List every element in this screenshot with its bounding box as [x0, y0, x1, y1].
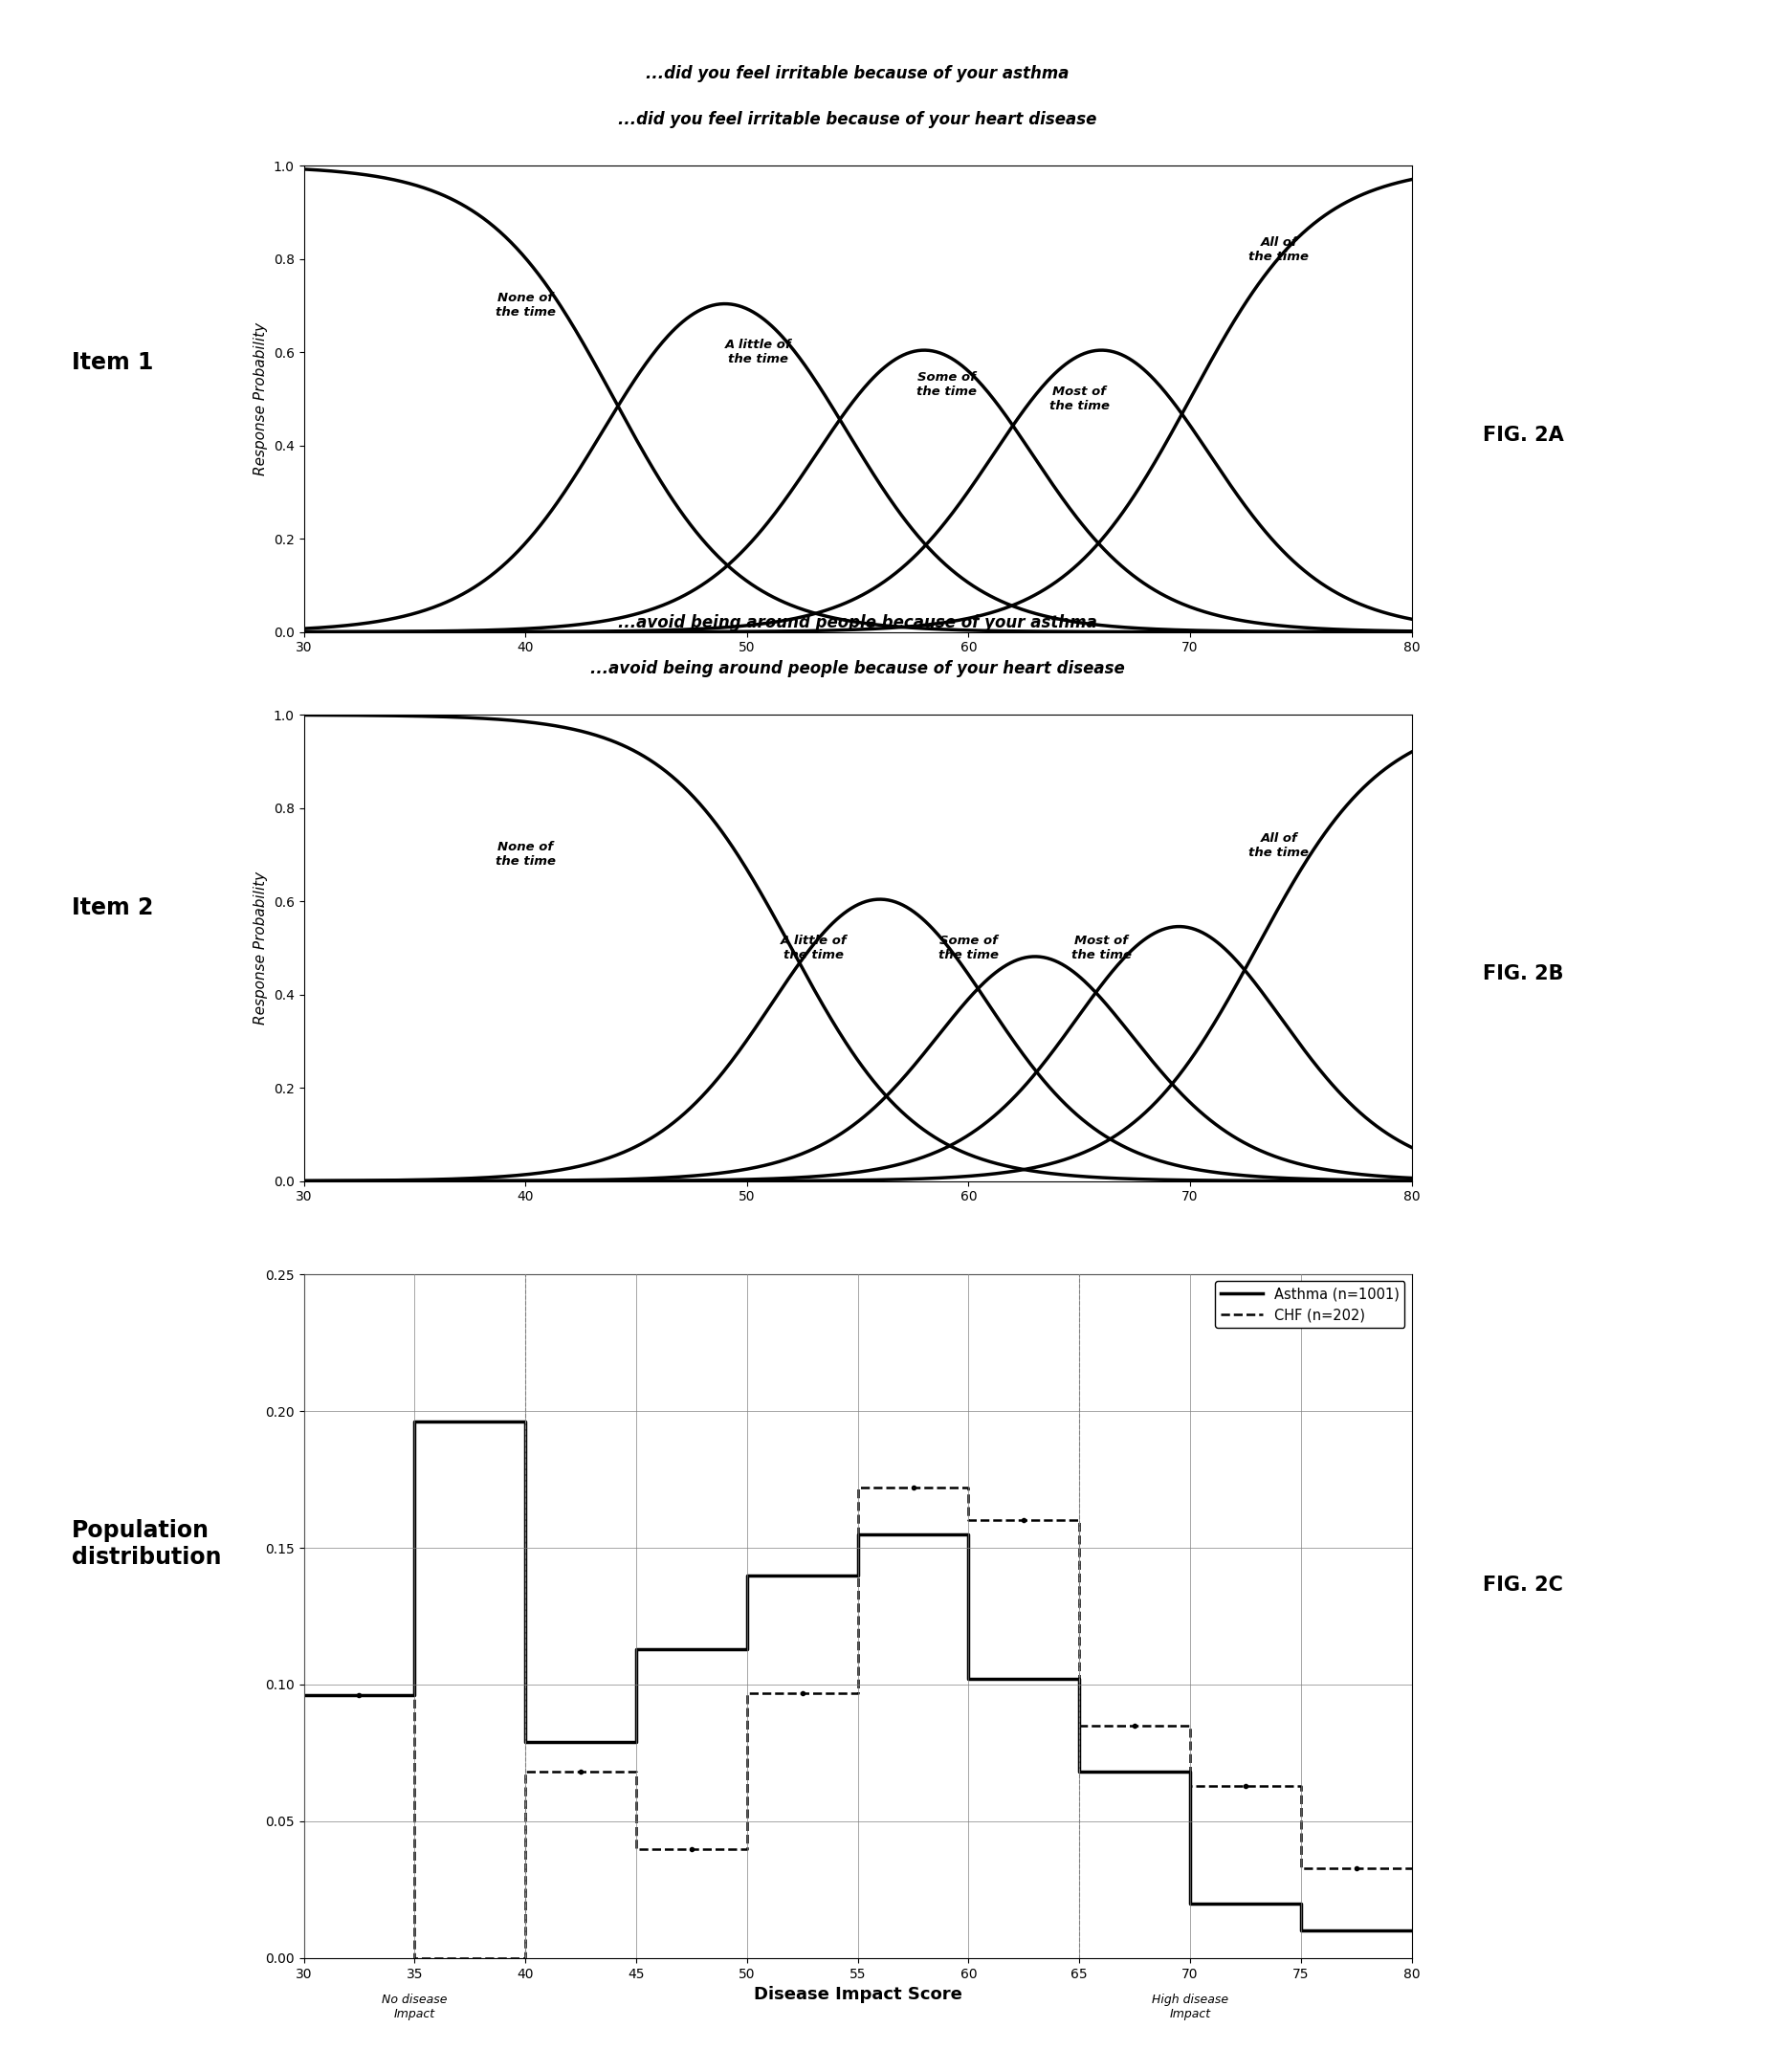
CHF (n=202): [625, 1836, 647, 1861]
Asthma (n=1001): [515, 1730, 536, 1755]
Text: Most of
the time: Most of the time: [1072, 934, 1131, 961]
Text: High disease
Impact: High disease Impact: [1153, 1993, 1228, 2020]
Text: ...did you feel irritable because of your asthma: ...did you feel irritable because of you…: [647, 64, 1069, 83]
CHF (n=202): [1069, 1714, 1090, 1738]
Asthma (n=1001): [736, 1637, 758, 1662]
Text: A little of
the time: A little of the time: [726, 340, 792, 365]
Text: Population
distribution: Population distribution: [71, 1519, 222, 1569]
Asthma (n=1001): [1290, 1892, 1312, 1917]
CHF (n=202): [1290, 1854, 1312, 1879]
Asthma (n=1001): [515, 1409, 536, 1434]
Text: None of
the time: None of the time: [495, 841, 556, 868]
Asthma (n=1001): [1401, 1919, 1422, 1944]
Text: ...did you feel irritable because of your heart disease: ...did you feel irritable because of you…: [618, 112, 1097, 128]
Legend: Asthma (n=1001), CHF (n=202): Asthma (n=1001), CHF (n=202): [1215, 1280, 1405, 1328]
Asthma (n=1001): [958, 1666, 979, 1691]
CHF (n=202): [958, 1475, 979, 1500]
Asthma (n=1001): [1290, 1919, 1312, 1944]
CHF (n=202): [847, 1475, 868, 1500]
Asthma (n=1001): [1069, 1666, 1090, 1691]
Line: Asthma (n=1001): Asthma (n=1001): [304, 1421, 1412, 1931]
Text: All of
the time: All of the time: [1249, 833, 1308, 858]
CHF (n=202): [1290, 1774, 1312, 1798]
Text: ...avoid being around people because of your heart disease: ...avoid being around people because of …: [590, 661, 1126, 678]
Text: ...avoid being around people because of your asthma: ...avoid being around people because of …: [618, 613, 1097, 630]
Text: All of
the time: All of the time: [1249, 236, 1308, 263]
Line: CHF (n=202): CHF (n=202): [304, 1488, 1412, 1958]
Text: Some of
the time: Some of the time: [938, 934, 999, 961]
Text: FIG. 2A: FIG. 2A: [1483, 425, 1564, 445]
CHF (n=202): [847, 1680, 868, 1705]
Text: Item 1: Item 1: [71, 350, 154, 375]
Asthma (n=1001): [404, 1682, 425, 1707]
X-axis label: Disease Impact Score: Disease Impact Score: [754, 1987, 961, 2004]
Text: FIG. 2C: FIG. 2C: [1483, 1575, 1564, 1595]
Asthma (n=1001): [1179, 1759, 1201, 1784]
CHF (n=202): [736, 1680, 758, 1705]
CHF (n=202): [404, 1946, 425, 1970]
CHF (n=202): [1179, 1714, 1201, 1738]
Asthma (n=1001): [293, 1682, 315, 1707]
Text: No disease
Impact: No disease Impact: [382, 1993, 447, 2020]
Asthma (n=1001): [847, 1562, 868, 1587]
Asthma (n=1001): [625, 1730, 647, 1755]
Y-axis label: Response Probability: Response Probability: [254, 323, 268, 474]
CHF (n=202): [1069, 1508, 1090, 1533]
Text: Some of
the time: Some of the time: [917, 371, 976, 398]
Asthma (n=1001): [847, 1521, 868, 1546]
Asthma (n=1001): [1069, 1759, 1090, 1784]
Asthma (n=1001): [404, 1409, 425, 1434]
CHF (n=202): [404, 1682, 425, 1707]
Asthma (n=1001): [625, 1637, 647, 1662]
CHF (n=202): [515, 1759, 536, 1784]
Asthma (n=1001): [958, 1521, 979, 1546]
Text: FIG. 2B: FIG. 2B: [1483, 963, 1564, 984]
Asthma (n=1001): [736, 1562, 758, 1587]
Y-axis label: Response Probability: Response Probability: [254, 872, 268, 1024]
Asthma (n=1001): [1179, 1892, 1201, 1917]
Text: None of
the time: None of the time: [495, 292, 556, 319]
CHF (n=202): [958, 1508, 979, 1533]
CHF (n=202): [515, 1946, 536, 1970]
CHF (n=202): [1179, 1774, 1201, 1798]
Text: Item 2: Item 2: [71, 895, 154, 920]
Text: Most of
the time: Most of the time: [1049, 385, 1110, 412]
CHF (n=202): [625, 1759, 647, 1784]
CHF (n=202): [1401, 1854, 1422, 1879]
Text: A little of
the time: A little of the time: [781, 934, 847, 961]
CHF (n=202): [293, 1682, 315, 1707]
CHF (n=202): [736, 1836, 758, 1861]
